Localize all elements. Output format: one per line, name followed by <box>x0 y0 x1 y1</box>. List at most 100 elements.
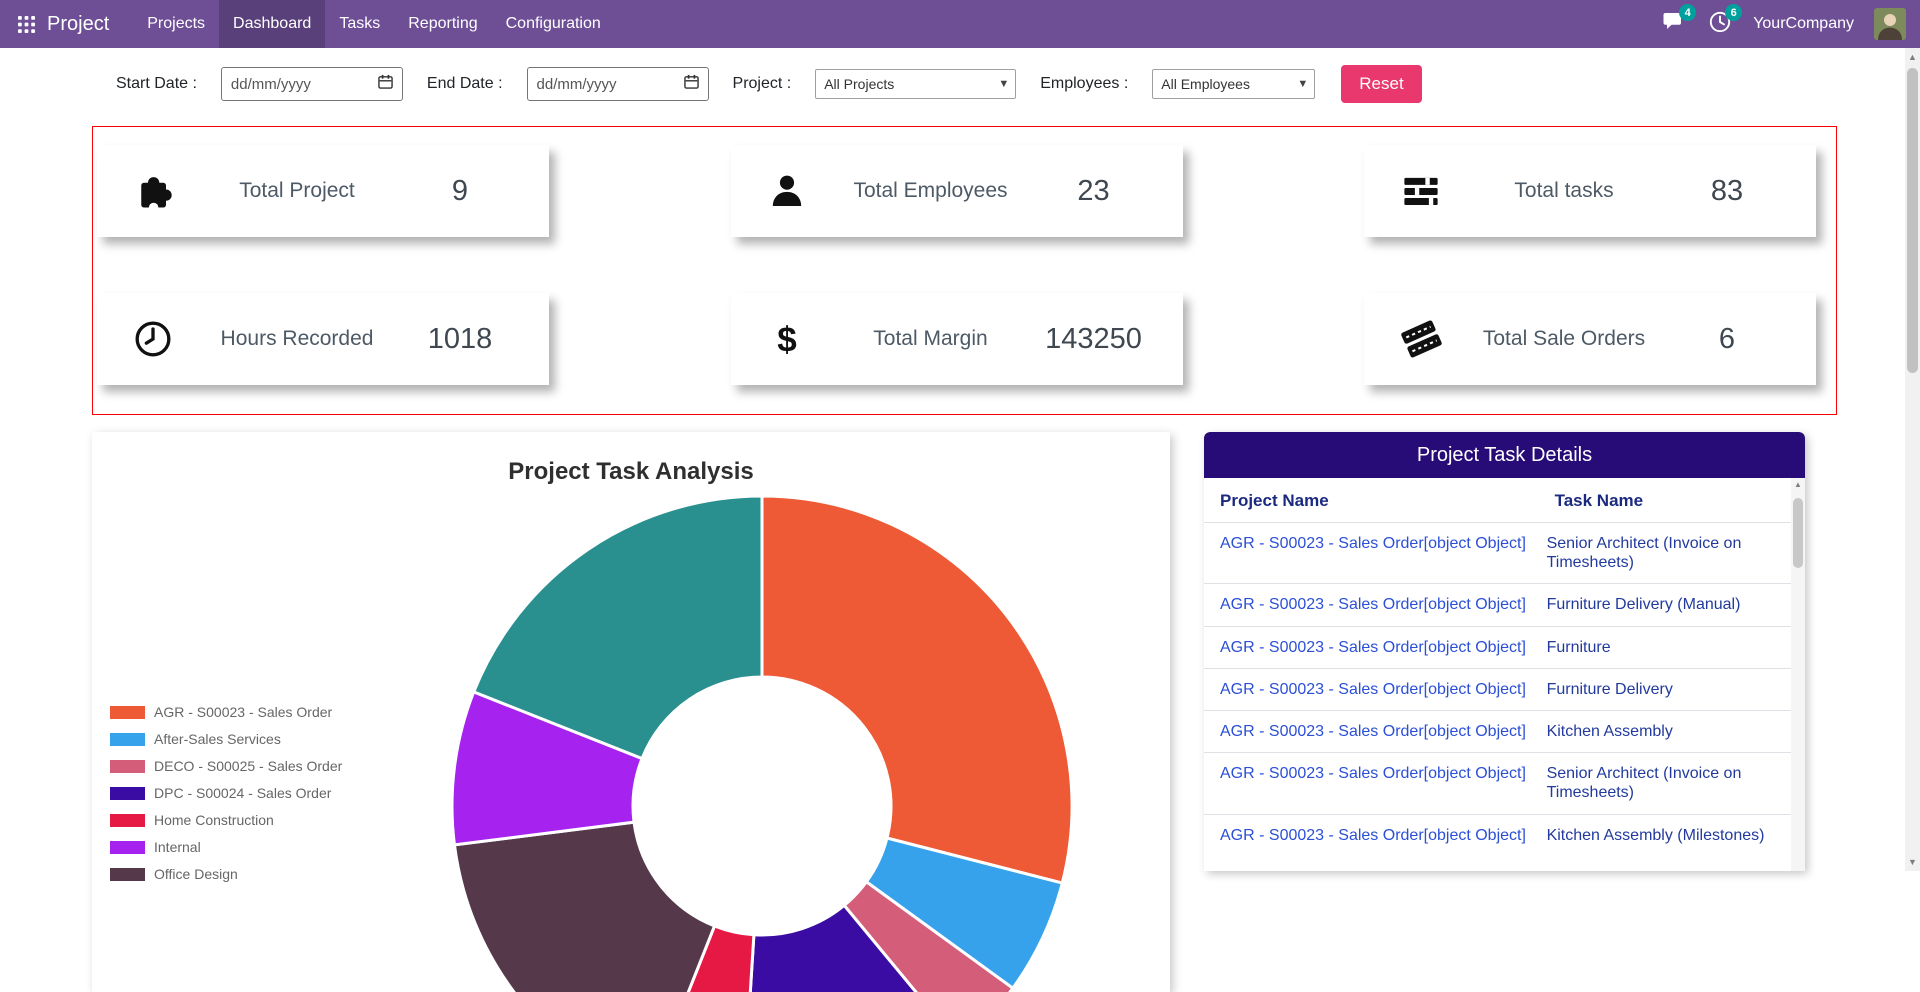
reset-button[interactable]: Reset <box>1341 65 1422 103</box>
calendar-icon[interactable] <box>378 74 393 94</box>
tickets-icon <box>1364 317 1476 361</box>
task-name-cell[interactable]: Kitchen Assembly <box>1538 709 1791 753</box>
chat-icon <box>1662 10 1686 39</box>
clock-icon <box>97 319 209 359</box>
legend-label: DPC - S00024 - Sales Order <box>154 785 332 801</box>
nav-item-reporting[interactable]: Reporting <box>408 15 478 32</box>
nav-item-dashboard[interactable]: Dashboard <box>219 0 326 48</box>
kpi-label: Total tasks <box>1514 179 1614 202</box>
task-name-cell[interactable]: Furniture Delivery (Manual) <box>1538 583 1791 627</box>
scroll-down-icon[interactable]: ▼ <box>1908 857 1917 867</box>
employees-select[interactable]: All Employees ▼ <box>1152 69 1316 99</box>
legend-item-deco-s00025-sales-order[interactable]: DECO - S00025 - Sales Order <box>110 758 342 774</box>
kpi-label: Total Employees <box>853 179 1008 202</box>
navbar-right: 4 6 YourCompany <box>1661 0 1920 48</box>
task-table: Project Name Task Name AGR - S00023 - Sa… <box>1204 478 1791 856</box>
legend-label: DECO - S00025 - Sales Order <box>154 758 343 774</box>
pie-segment-item[interactable] <box>471 494 764 761</box>
task-row: AGR - S00023 - Sales Order[object Object… <box>1204 625 1791 669</box>
navbar-left: Project Projects Dashboard Tasks Reporting C… <box>0 0 615 48</box>
task-name-cell[interactable]: Furniture <box>1538 625 1791 669</box>
legend-item-office-design[interactable]: Office Design <box>110 866 342 882</box>
kpi-card-hours-recorded: Hours Recorded 1018 <box>97 293 549 385</box>
nav-menu: Projects Dashboard Tasks Reporting Configura… <box>133 0 615 48</box>
kpi-label: Total Project <box>239 179 355 202</box>
pie-segment-office-design[interactable] <box>452 820 717 992</box>
task-name-cell[interactable]: Furniture Delivery <box>1538 667 1791 711</box>
kpi-value: 1018 <box>427 322 493 355</box>
project-name-cell[interactable]: AGR - S00023 - Sales Order[object Object… <box>1204 667 1539 711</box>
kpi-label: Hours Recorded <box>220 327 374 350</box>
kpi-section: Total Project 9 Total Employees 23 Total tas… <box>92 126 1837 415</box>
project-name-cell[interactable]: AGR - S00023 - Sales Order[object Object… <box>1204 709 1539 753</box>
kpi-value: 23 <box>1077 174 1110 207</box>
end-date-input[interactable]: dd/mm/yyyy <box>526 67 709 101</box>
app-brand[interactable]: Project <box>47 12 110 35</box>
task-details-panel: Project Task Details Project Name Task N… <box>1204 432 1805 871</box>
legend-swatch <box>110 705 145 719</box>
kpi-card-total-margin: $ Total Margin 143250 <box>730 293 1183 385</box>
task-row: AGR - S00023 - Sales Order[object Object… <box>1204 521 1791 584</box>
task-name-cell[interactable]: Senior Architect (Invoice on Timesheets) <box>1538 521 1791 584</box>
nav-item-projects[interactable]: Projects <box>147 15 206 32</box>
task-table-header-row: Project Name Task Name <box>1204 478 1791 523</box>
kpi-value: 6 <box>1718 322 1736 355</box>
project-name-cell[interactable]: AGR - S00023 - Sales Order[object Object… <box>1204 521 1539 584</box>
project-name-cell[interactable]: AGR - S00023 - Sales Order[object Object… <box>1204 752 1539 814</box>
chart-title: Project Task Analysis <box>508 458 754 485</box>
table-scrollbar-thumb[interactable] <box>1793 498 1803 568</box>
kpi-card-total-tasks: Total tasks 83 <box>1364 145 1816 237</box>
legend-item-home-construction[interactable]: Home Construction <box>110 812 342 828</box>
kpi-label: Total Sale Orders <box>1482 327 1646 350</box>
nav-item-tasks[interactable]: Tasks <box>339 15 381 32</box>
calendar-icon[interactable] <box>683 74 699 94</box>
top-navbar: Project Projects Dashboard Tasks Reporting C… <box>0 0 1920 48</box>
pie-segment-agr-s00023-sales-order[interactable] <box>760 494 1074 885</box>
start-date-input[interactable]: dd/mm/yyyy <box>220 67 403 101</box>
legend-item-agr-s00023-sales-order[interactable]: AGR - S00023 - Sales Order <box>110 704 342 720</box>
project-name-cell[interactable]: AGR - S00023 - Sales Order[object Object… <box>1204 583 1539 627</box>
page-scrollbar[interactable]: ▲ ▼ <box>1905 48 1920 871</box>
nav-item-configuration[interactable]: Configuration <box>505 15 601 32</box>
task-details-title: Project Task Details <box>1204 432 1805 478</box>
svg-text:$: $ <box>777 321 796 360</box>
legend-item-after-sales-services[interactable]: After-Sales Services <box>110 731 342 747</box>
task-name-cell[interactable]: Kitchen Assembly (Milestones) <box>1538 813 1791 856</box>
employees-select-value: All Employees <box>1161 76 1250 92</box>
chevron-down-icon: ▼ <box>1297 78 1309 90</box>
task-row: AGR - S00023 - Sales Order[object Object… <box>1204 709 1791 753</box>
apps-menu-icon[interactable] <box>0 15 47 33</box>
messages-button[interactable]: 4 <box>1661 4 1697 39</box>
table-scrollbar[interactable]: ▲ <box>1791 478 1805 871</box>
legend-item-dpc-s00024-sales-order[interactable]: DPC - S00024 - Sales Order <box>110 785 342 801</box>
user-avatar[interactable] <box>1874 8 1906 40</box>
legend-item-internal[interactable]: Internal <box>110 839 342 855</box>
page-scrollbar-thumb[interactable] <box>1907 68 1918 373</box>
kpi-value: 9 <box>451 174 469 207</box>
legend-label: Office Design <box>154 866 238 882</box>
start-date-label: Start Date : <box>116 75 197 92</box>
project-name-cell[interactable]: AGR - S00023 - Sales Order[object Object… <box>1204 625 1539 669</box>
legend-swatch <box>110 786 145 800</box>
legend-swatch <box>110 867 145 881</box>
legend-swatch <box>110 840 145 854</box>
task-row: AGR - S00023 - Sales Order[object Object… <box>1204 752 1791 814</box>
activities-button[interactable]: 6 <box>1707 4 1743 37</box>
task-row: AGR - S00023 - Sales Order[object Object… <box>1204 667 1791 711</box>
project-name-cell[interactable]: AGR - S00023 - Sales Order[object Object… <box>1204 813 1539 856</box>
column-header-task-name: Task Name <box>1554 491 1644 510</box>
activities-badge: 6 <box>1725 4 1743 21</box>
scroll-up-icon[interactable]: ▲ <box>1908 52 1917 62</box>
end-date-label: End Date : <box>426 75 503 92</box>
task-row: AGR - S00023 - Sales Order[object Object… <box>1204 583 1791 627</box>
start-date-value: dd/mm/yyyy <box>230 75 311 93</box>
task-name-cell[interactable]: Senior Architect (Invoice on Timesheets) <box>1538 752 1791 814</box>
company-menu[interactable]: YourCompany <box>1753 15 1854 32</box>
column-header-project-name: Project Name <box>1220 491 1329 510</box>
kpi-value: 143250 <box>1045 322 1142 355</box>
scroll-up-icon[interactable]: ▲ <box>1794 480 1802 489</box>
legend-label: AGR - S00023 - Sales Order <box>154 704 333 720</box>
kpi-label: Total Margin <box>873 327 988 350</box>
legend-swatch <box>110 732 145 746</box>
project-select[interactable]: All Projects ▼ <box>815 69 1017 99</box>
